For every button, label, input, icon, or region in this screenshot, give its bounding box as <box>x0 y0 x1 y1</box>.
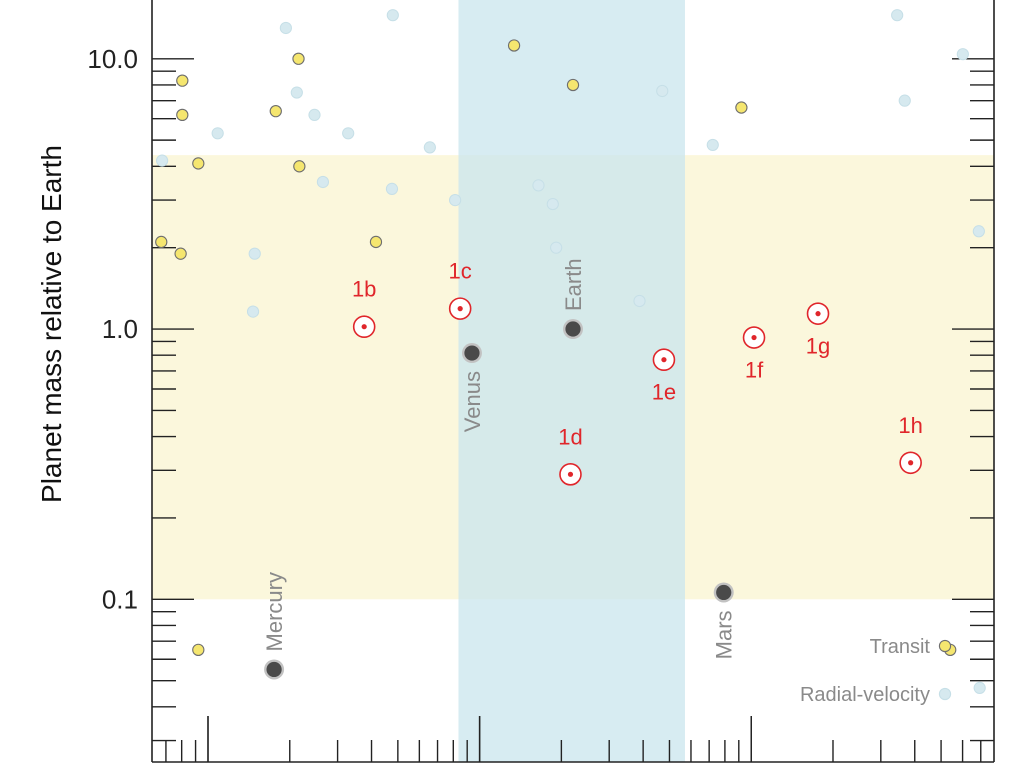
trappist-planet-point <box>751 334 757 341</box>
transit-point <box>192 157 205 170</box>
y-tick-label: 1.0 <box>102 314 138 344</box>
radial-velocity-point <box>532 179 545 192</box>
radial-velocity-point <box>423 141 436 154</box>
point-labels: Mercury Venus Earth Mars 1b 1c 1d 1e 1f 1g 1h <box>262 258 923 659</box>
solar-planet-point <box>716 584 732 601</box>
radial-velocity-point <box>385 182 399 196</box>
radial-velocity-point <box>211 127 224 140</box>
radial-velocity-point <box>316 175 330 189</box>
radial-velocity-point <box>656 84 669 98</box>
data-points <box>155 9 986 695</box>
radial-velocity-point <box>342 127 355 140</box>
solar-planet-label: Venus <box>460 371 485 432</box>
radial-velocity-point <box>449 193 462 207</box>
transit-point <box>174 247 187 260</box>
trappist-planet-label: 1h <box>898 413 922 438</box>
radial-velocity-point <box>156 154 169 167</box>
trappist-planet-label: 1e <box>652 380 676 405</box>
trappist-planet-point <box>567 471 574 477</box>
trappist-planet-label: 1d <box>558 424 582 449</box>
radial-velocity-point <box>550 241 563 254</box>
transit-point <box>293 160 306 173</box>
legend-label: Radial-velocity <box>800 684 930 706</box>
radial-velocity-point <box>308 108 321 121</box>
radial-velocity-point <box>290 86 303 99</box>
transit-point <box>155 235 168 249</box>
radial-velocity-point <box>279 21 292 35</box>
y-axis-label: Planet mass relative to Earth <box>36 145 67 503</box>
transit-point <box>735 101 748 114</box>
trappist-planet-label: 1g <box>806 334 830 359</box>
radial-velocity-point <box>898 94 911 107</box>
transit-point <box>269 105 282 118</box>
trappist-planet-point <box>815 311 821 317</box>
solar-planet-label: Mercury <box>262 572 287 651</box>
trappist-planet-point <box>361 324 367 330</box>
solar-planet-point <box>464 345 480 361</box>
trappist-planet-label: 1b <box>352 277 376 302</box>
trappist-planet-label: 1f <box>745 358 764 383</box>
radial-velocity-point <box>546 197 559 211</box>
solar-planet-label: Earth <box>561 258 586 311</box>
solar-planet-label: Mars <box>712 610 737 659</box>
transit-point <box>192 643 205 657</box>
legend: Transit Radial-velocity <box>800 636 952 706</box>
trappist-planet-label: 1c <box>449 259 472 284</box>
radial-velocity-point <box>972 225 985 238</box>
transit-point <box>369 235 383 249</box>
radial-velocity-point <box>706 138 719 152</box>
trappist-planet-point <box>908 460 914 466</box>
solar-planet-point <box>565 321 581 337</box>
radial-velocity-point <box>246 305 260 318</box>
transit-point <box>176 108 189 122</box>
radial-velocity-point <box>386 9 399 22</box>
radial-velocity-point <box>956 48 969 61</box>
legend-swatch <box>938 687 952 701</box>
trappist-planet-point <box>661 357 667 363</box>
transit-point <box>292 52 305 65</box>
radial-velocity-point <box>248 247 261 260</box>
legend-label: Transit <box>870 636 931 658</box>
habitable-zone-band <box>458 0 685 762</box>
trappist-planet-point <box>457 306 463 312</box>
radial-velocity-point <box>973 681 986 695</box>
transit-point <box>176 74 189 87</box>
y-tick-label: 10.0 <box>87 44 138 74</box>
transit-point <box>566 78 580 92</box>
radial-velocity-point <box>633 294 646 308</box>
legend-swatch <box>938 639 952 653</box>
radial-velocity-point <box>891 9 904 22</box>
transit-point <box>507 39 521 52</box>
y-tick-label: 0.1 <box>102 584 138 614</box>
background-bands <box>152 0 994 762</box>
solar-planet-point <box>266 661 282 678</box>
